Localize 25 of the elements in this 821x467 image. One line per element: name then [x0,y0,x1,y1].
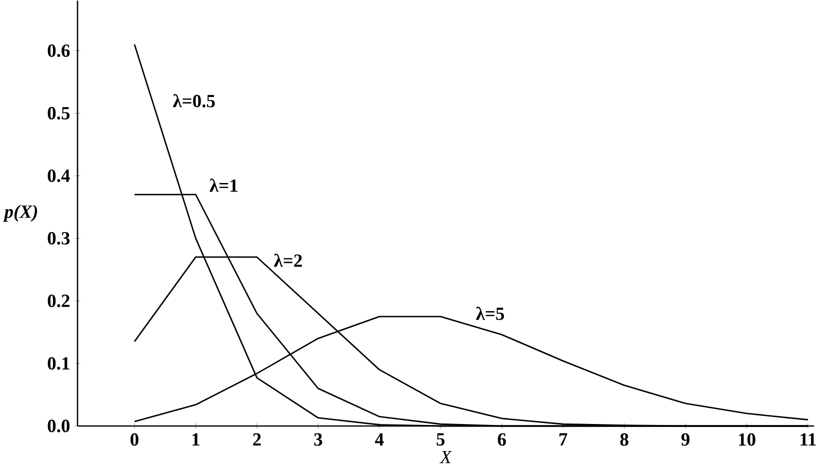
x-tick-label: 2 [253,433,261,446]
y-axis-title: p(X) [2,204,38,222]
series-label: λ=0.5 [172,94,215,108]
x-tick-label: 0 [130,433,138,446]
x-tick-label: 3 [314,433,322,446]
x-tick-label: 9 [681,433,690,446]
x-tick-label: 4 [375,433,384,446]
y-tick-label: 0.3 [48,232,70,244]
series-label: λ=5 [476,306,504,320]
y-tick-label: 0.4 [48,169,70,182]
x-axis-title: X [440,450,452,463]
x-tick-label: 6 [498,433,506,446]
x-tick-label: 5 [436,433,445,446]
y-tick-label: 0.5 [48,106,70,120]
x-tick-label: 10 [738,433,756,446]
y-tick-label: 0.2 [48,294,70,307]
x-tick-label: 11 [800,433,816,446]
y-tick-label: 0.0 [48,420,70,432]
x-tick-label: 1 [192,433,200,446]
x-tick-label: 8 [620,433,628,446]
x-tick-label: 7 [559,433,568,446]
series-label: λ=1 [210,178,238,192]
series-label: λ=2 [274,254,302,267]
y-tick-label: 0.6 [48,44,70,57]
y-tick-label: 0.1 [48,356,70,370]
